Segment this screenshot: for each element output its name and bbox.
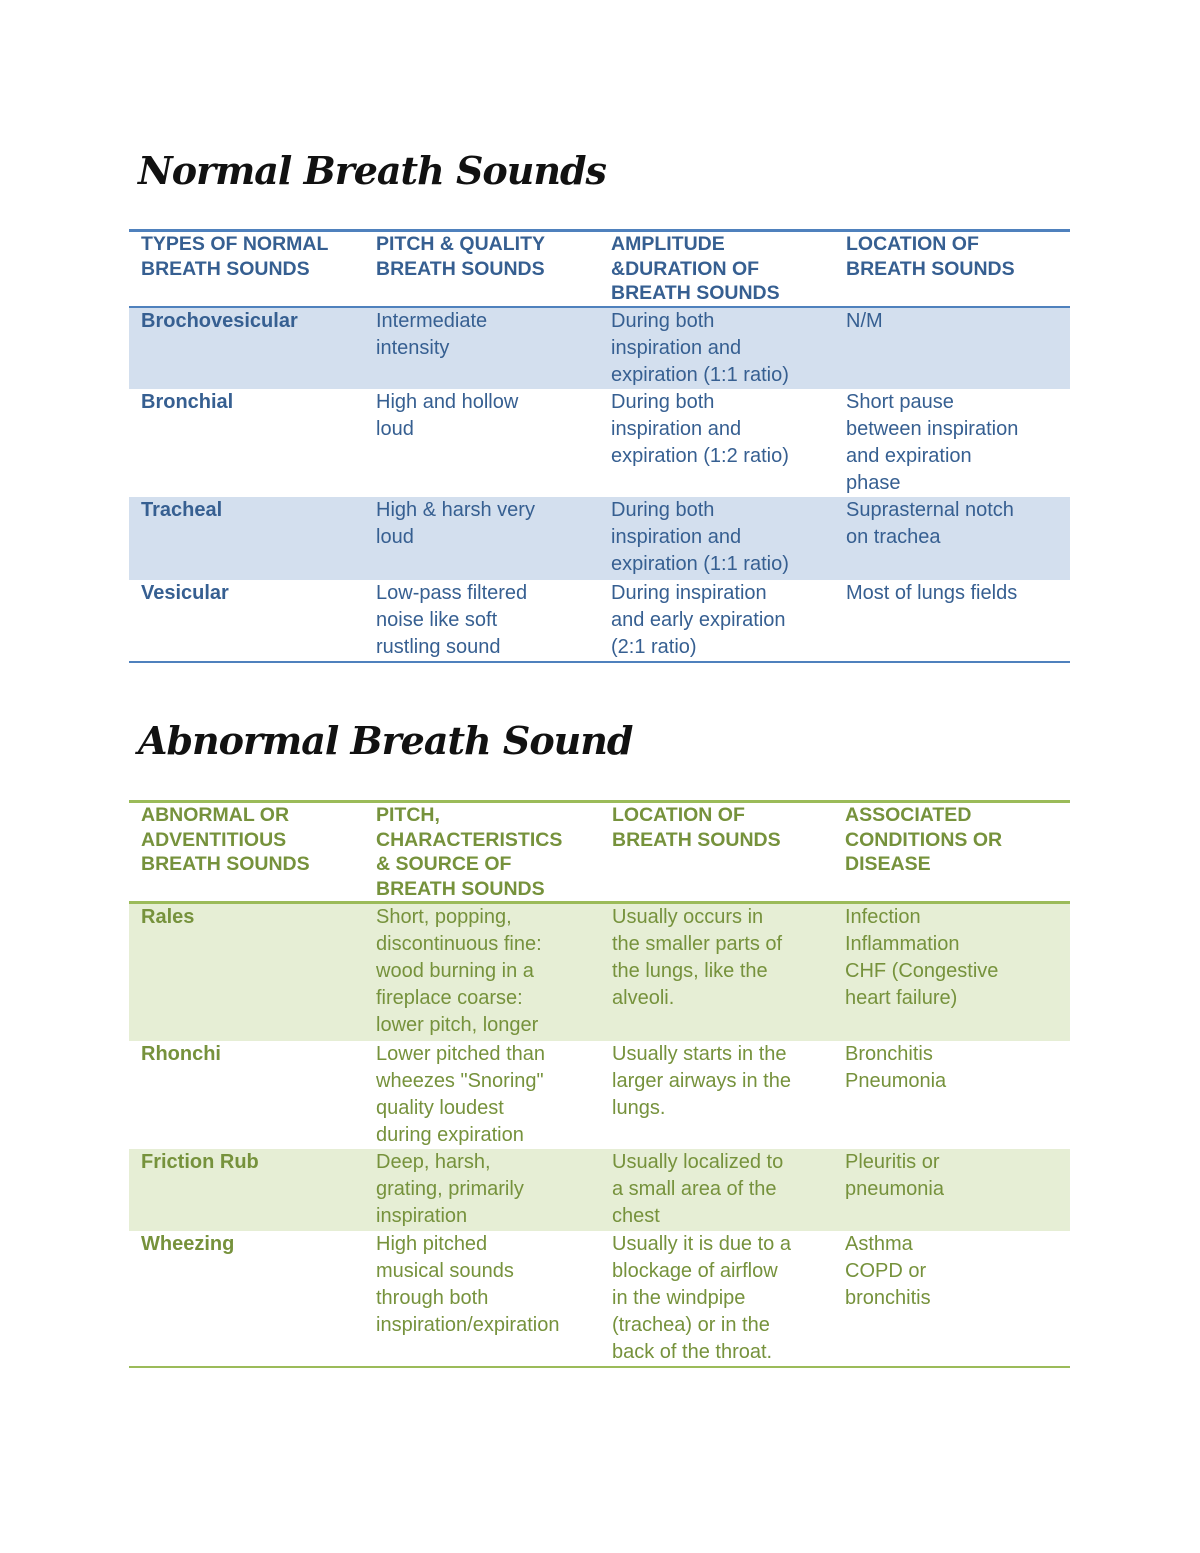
column-header: PITCH, CHARACTERISTICS & SOURCE OF BREAT… [376,804,563,900]
table-row: Friction Rub Deep, harsh, grating, prima… [129,1148,1070,1231]
table-cell: High pitched musical sounds through both… [376,1232,560,1336]
table-cell: Deep, harsh, grating, primarily inspirat… [376,1150,524,1227]
column-header: PITCH & QUALITY BREATH SOUNDS [376,233,545,280]
table-row: Bronchial High and hollow loud During bo… [129,389,1070,497]
column-header: AMPLITUDE &DURATION OF BREATH SOUNDS [611,233,780,304]
column-header: TYPES OF NORMAL BREATH SOUNDS [141,233,329,280]
table-row: Tracheal High & harsh very loud During b… [129,496,1070,580]
sound-type: Rales [141,906,195,928]
table-cell: Most of lungs fields [846,581,1018,604]
normal-breath-sounds-table: TYPES OF NORMAL BREATH SOUNDS PITCH & QU… [129,229,1070,663]
table-cell: Bronchitis Pneumonia [845,1042,947,1092]
sound-type: Tracheal [141,498,223,521]
table-cell: High and hollow loud [376,390,519,440]
table-cell: Usually it is due to a blockage of airfl… [612,1232,791,1363]
table-cell: Infection Inflammation CHF (Congestive h… [845,906,999,1009]
table-cell: Short pause between inspiration and expi… [846,390,1019,494]
table-row: Rhonchi Lower pitched than wheezes "Snor… [129,1041,1070,1149]
column-header: LOCATION OF BREATH SOUNDS [612,804,781,851]
column-header: ABNORMAL OR ADVENTITIOUS BREATH SOUNDS [141,804,310,875]
table-header-row: ABNORMAL OR ADVENTITIOUS BREATH SOUNDS P… [129,802,1070,903]
sound-type: Rhonchi [141,1042,221,1065]
table-cell: Suprasternal notch on trachea [846,498,1014,548]
table-cell: Lower pitched than wheezes "Snoring" qua… [376,1042,546,1146]
table-cell: During both inspiration and expiration (… [611,390,789,467]
sound-type: Friction Rub [141,1150,259,1173]
table-cell: Low-pass filtered noise like soft rustli… [376,581,528,658]
table-row: Vesicular Low-pass filtered noise like s… [129,580,1070,662]
table-cell: During both inspiration and expiration (… [611,498,789,575]
column-header: LOCATION OF BREATH SOUNDS [846,233,1015,280]
table-row: Wheezing High pitched musical sounds thr… [129,1231,1070,1367]
abnormal-breath-sounds-table: ABNORMAL OR ADVENTITIOUS BREATH SOUNDS P… [129,800,1070,1368]
column-header: ASSOCIATED CONDITIONS OR DISEASE [845,804,1003,875]
normal-breath-sounds-title: Normal Breath Sounds [138,148,607,193]
abnormal-breath-sound-title: Abnormal Breath Sound [138,718,634,763]
table-cell: Usually localized to a small area of the… [612,1150,784,1227]
sound-type: Bronchial [141,390,234,413]
table-header-row: TYPES OF NORMAL BREATH SOUNDS PITCH & QU… [129,231,1070,307]
table-cell: During both inspiration and expiration (… [611,309,789,386]
table-cell: During inspiration and early expiration … [611,581,786,658]
table-cell: Pleuritis or pneumonia [845,1150,944,1200]
table-row: Rales Short, popping, discontinuous fine… [129,902,1070,1041]
sound-type: Wheezing [141,1232,235,1255]
table-cell: Usually starts in the larger airways in … [612,1042,791,1119]
table-cell: Short, popping, discontinuous fine: wood… [376,906,542,1036]
table-cell: N/M [846,309,883,332]
table-cell: High & harsh very loud [376,498,535,548]
sound-type: Brochovesicular [141,309,298,332]
sound-type: Vesicular [141,581,229,604]
table-row: Brochovesicular Intermediate intensity D… [129,306,1070,389]
table-cell: Asthma COPD or bronchitis [845,1232,931,1309]
table-cell: Intermediate intensity [376,309,488,359]
table-cell: Usually occurs in the smaller parts of t… [612,906,783,1009]
